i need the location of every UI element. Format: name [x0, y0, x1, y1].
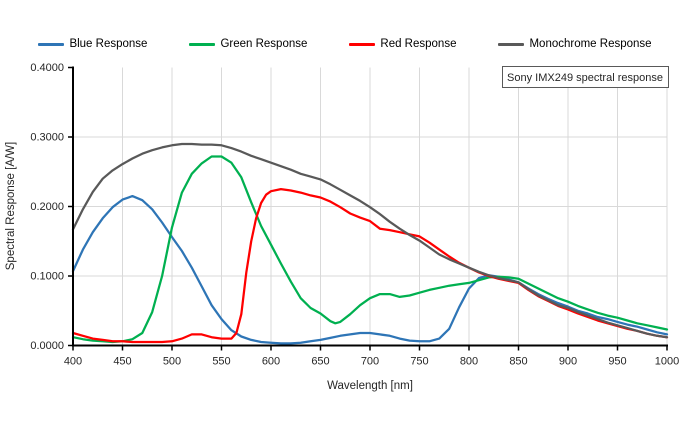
x-tick-label: 800: [460, 356, 478, 368]
data-series: [71, 142, 669, 345]
series-line-blue-response: [71, 194, 669, 345]
x-tick-label: 850: [509, 356, 527, 368]
y-tick-label: 0.2000: [30, 201, 64, 213]
y-tick-label: 0.3000: [30, 132, 64, 144]
y-tick-label: 0.1000: [30, 271, 64, 283]
x-tick-label: 650: [311, 356, 329, 368]
x-tick-label: 950: [608, 356, 626, 368]
x-tick-label: 450: [113, 356, 131, 368]
y-tick-label: 0.0000: [30, 340, 64, 352]
y-axis-title: Spectral Response [A/W]: [5, 142, 17, 270]
y-tick-label: 0.4000: [30, 62, 64, 74]
x-tick-label: 900: [559, 356, 577, 368]
x-tick-label: 550: [212, 356, 230, 368]
x-tick-label: 1000: [655, 356, 679, 368]
axes: [68, 66, 668, 351]
x-tick-label: 500: [163, 356, 181, 368]
x-axis-title: Wavelength [nm]: [327, 380, 413, 392]
series-line-green-response: [71, 155, 669, 344]
x-tick-label: 700: [361, 356, 379, 368]
x-tick-label: 750: [410, 356, 428, 368]
series-line-monochrome-response: [71, 142, 669, 339]
x-tick-label: 600: [262, 356, 280, 368]
annotation-text: Sony IMX249 spectral response: [507, 72, 663, 84]
annotation-box: [502, 66, 669, 88]
x-tick-label: 400: [64, 356, 82, 368]
